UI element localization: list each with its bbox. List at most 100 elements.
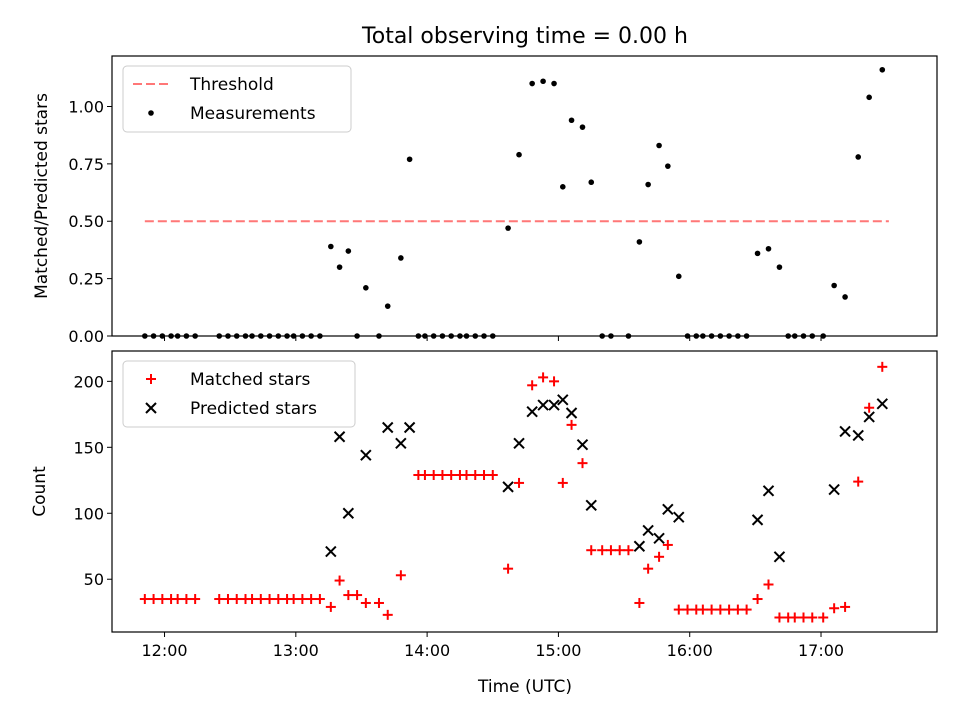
matched-star-point [264,594,275,605]
measurement-point [540,78,546,85]
predicted-star-point [642,524,654,537]
matched-star-point [297,594,308,605]
cross-b [773,551,786,563]
cross-b [403,421,416,434]
measurement-point [579,124,586,130]
cross-b [513,437,525,450]
matched-star-point [623,545,634,556]
measurement-point [516,151,522,158]
legend-label: Predicted stars [190,399,317,419]
matched-star-point [752,594,763,605]
matched-star-point [181,594,192,605]
measurement-point [842,294,848,300]
matched-star-point [334,575,345,586]
predicted-star-point [382,421,394,434]
cross-b [585,499,597,512]
top-plot: 0.00 0.25 0.50 0.75 1.00 Matched/Predicted st… [32,55,938,346]
matched-star-point [853,476,864,487]
matched-star-point [487,470,498,481]
cross-b [839,425,851,438]
cross-b [876,398,888,410]
predicted-star-point [762,485,775,497]
predicted-star-point [576,438,589,451]
matched-star-point [798,612,809,623]
matched-star-point [514,477,525,488]
y-tick-label: 150 [73,438,104,457]
y-tick-label: 0.25 [68,270,104,289]
matched-star-point [605,545,616,556]
predicted-star-point [513,437,525,450]
matched-star-point [461,470,472,481]
measurement-point [336,264,343,270]
matched-star-point [741,604,752,615]
matched-star-point [479,470,490,481]
matched-star-point [214,594,225,605]
matched-star-point [437,470,448,481]
cross-b [145,402,157,414]
measurement-point [588,179,595,186]
matched-star-point [706,604,717,615]
plot-frame [111,55,938,337]
predicted-star-point [839,425,851,438]
y-tick-label: 100 [73,504,104,523]
matched-star-point [190,594,201,605]
matched-star-point [864,402,875,413]
matched-star-point [222,594,233,605]
predicted-star-point [537,399,549,411]
cross-b [502,481,514,493]
predicted-star-point [585,499,597,512]
cross-b [673,511,685,523]
cross-b [576,438,589,451]
matched-star-point [273,594,284,605]
legend-box [122,65,352,133]
matched-star-point [139,594,150,605]
cross-b [565,407,578,419]
matched-star-point [527,380,538,391]
cross-b [633,540,646,552]
matched-star-point [470,470,481,481]
measurement-point [328,243,334,250]
matched-star-point [724,604,735,615]
predicted-star-point [662,503,674,516]
matched-star-point [343,590,354,601]
cross-b [653,532,665,545]
matched-star-point [352,590,363,601]
x-axis-label: Time (UTC) [477,677,572,697]
matched-star-point [172,594,183,605]
matched-star-point [614,545,625,556]
measurement-point [505,225,511,231]
predicted-star-point [403,421,416,434]
measurement-point [855,154,862,160]
cross-b [325,545,337,558]
cross-b [751,514,764,526]
matched-star-point [549,376,560,387]
predicted-star-point [395,437,407,450]
measurement-point [831,282,837,289]
bottom-plot: 50 100 150 200 12:00 13:00 14:00 15:00 16:00 17:0… [30,350,938,660]
matched-star-point [382,609,393,620]
matched-star-point [148,594,159,605]
measurement-point [398,255,404,261]
matched-star-point [818,612,829,623]
legend-label: Threshold [189,75,274,95]
measurement-point [645,181,651,188]
matched-star-point [662,539,673,550]
predicted-star-point [673,511,685,523]
cross-b [537,399,549,411]
measurement-point [636,239,643,245]
predicted-star-point [557,394,569,406]
matched-star-point [395,570,406,581]
matched-star-point [807,612,818,623]
measurement-point [406,156,413,163]
matched-star-point [840,601,851,612]
predicted-star-point [653,532,665,545]
predicted-star-point [863,411,875,423]
legend-box [122,360,356,428]
cross-b [828,483,840,496]
matched-star-point [314,594,325,605]
matched-star-point [419,470,430,481]
measurement-point [148,110,154,116]
predicted-star-point [526,405,538,418]
measurement-point [529,80,535,87]
